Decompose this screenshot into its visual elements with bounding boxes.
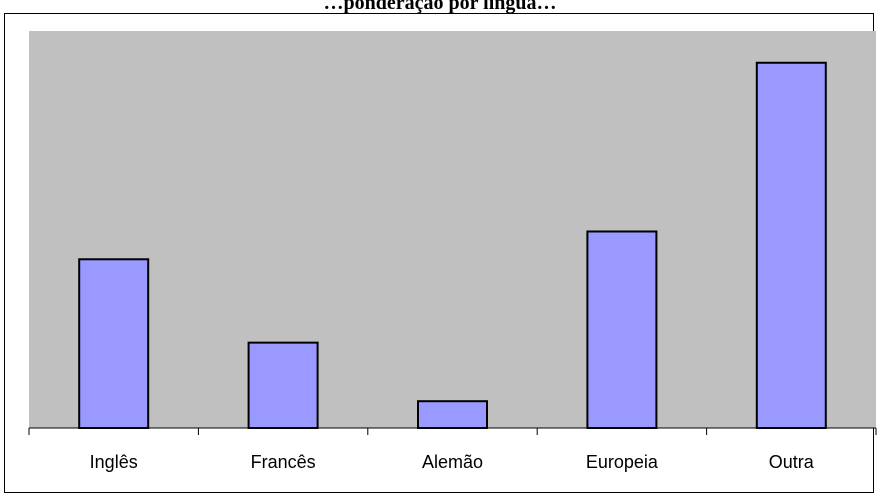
bar-francês	[247, 341, 319, 430]
bar-inglês	[78, 258, 150, 429]
x-tick-label-inglês: Inglês	[90, 452, 138, 472]
x-axis-ticks	[28, 428, 877, 435]
chart-title: …ponderação por língua…	[323, 0, 557, 13]
bar-outra	[755, 61, 827, 429]
bars-group	[78, 61, 827, 430]
x-tick-label-francês: Francês	[251, 452, 316, 472]
x-axis-tick-labels: Inglês Francês Alemão Europeia Outra	[90, 452, 815, 472]
x-tick-label-alemão: Alemão	[422, 452, 483, 472]
bar-alemão	[417, 400, 488, 430]
plot-area	[29, 31, 876, 428]
bar-europeia	[586, 230, 658, 429]
x-tick-label-outra: Outra	[769, 452, 815, 472]
x-tick-label-europeia: Europeia	[586, 452, 659, 472]
